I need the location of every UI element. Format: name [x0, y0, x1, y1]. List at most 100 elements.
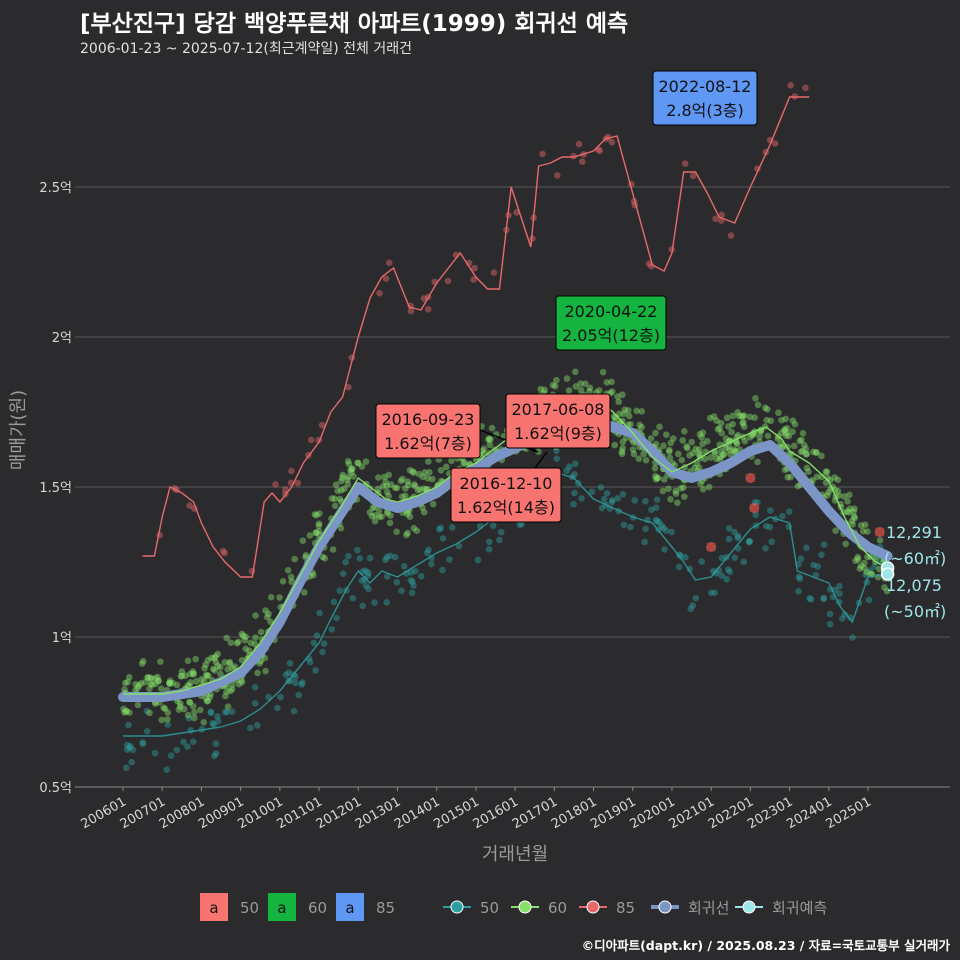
scatter-point-60 [137, 680, 145, 687]
scatter-point-60 [161, 705, 169, 713]
scatter-point-60 [845, 509, 853, 516]
scatter-point-60 [716, 455, 724, 463]
annotation-leader [534, 451, 548, 469]
scatter-point-60 [713, 455, 720, 463]
scatter-point-60 [460, 460, 467, 467]
scatter-point-60 [716, 425, 723, 432]
scatter-point-60 [263, 613, 271, 621]
scatter-point-50 [306, 658, 314, 666]
scatter-point-50 [677, 552, 684, 560]
scatter-point-60 [203, 697, 211, 705]
scatter-point-60 [247, 639, 255, 647]
scatter-point-60 [429, 475, 436, 483]
chart-title: [부산진구] 당감 백양푸른채 아파트(1999) 회귀선 예측 [80, 11, 629, 37]
scatter-point-50 [806, 594, 813, 602]
scatter-point-50 [826, 620, 834, 628]
scatter-point-50 [223, 708, 231, 716]
scatter-point-60 [835, 492, 843, 499]
scatter-point-60 [164, 709, 172, 716]
outlier-cross [745, 473, 755, 483]
scatter-point-60 [341, 485, 348, 492]
scatter-point-60 [642, 456, 650, 464]
scatter-point-60 [824, 491, 831, 499]
legend-key-glyph: a [277, 899, 286, 917]
scatter-point-60 [850, 513, 858, 520]
scatter-point-60 [124, 678, 132, 686]
scatter-point-60 [851, 514, 859, 522]
scatter-point-50 [212, 740, 220, 747]
scatter-point-60 [302, 552, 310, 559]
scatter-point-60 [666, 454, 674, 461]
scatter-point-60 [688, 438, 695, 446]
scatter-point-50 [210, 721, 218, 728]
scatter-point-50 [212, 750, 220, 757]
annotation-box [555, 295, 667, 351]
scatter-point-60 [652, 472, 659, 480]
scatter-point-50 [740, 558, 748, 566]
annotation-price: 1.62억(9층) [514, 424, 602, 443]
scatter-point-60 [371, 517, 379, 525]
scatter-point-60 [203, 672, 211, 680]
scatter-point-60 [217, 664, 224, 671]
scatter-point-60 [242, 645, 249, 653]
scatter-point-60 [713, 417, 720, 425]
scatter-point-50 [211, 752, 218, 760]
scatter-point-50 [871, 563, 878, 570]
scatter-point-60 [678, 456, 686, 464]
scatter-point-60 [699, 440, 706, 448]
scatter-point-50 [209, 720, 217, 727]
scatter-point-60 [824, 474, 831, 482]
legend-key-box [336, 893, 364, 921]
scatter-point-60 [257, 628, 265, 636]
scatter-point-60 [799, 429, 807, 437]
scatter-point-60 [429, 500, 437, 508]
scatter-point-50 [652, 516, 660, 524]
scatter-point-50 [641, 538, 648, 546]
scatter-point-60 [379, 483, 387, 490]
annotation-date: 2016-09-23 [382, 410, 475, 429]
outlier-cross [749, 503, 759, 513]
scatter-point-60 [398, 493, 406, 501]
scatter-point-60 [692, 445, 699, 453]
scatter-point-60 [608, 388, 616, 395]
scatter-point-50 [648, 506, 655, 513]
prediction-value: 12,291 [886, 523, 942, 542]
scatter-point-60 [138, 660, 146, 667]
scatter-point-60 [652, 429, 659, 437]
legend-layer: a 50 a 60 a 85 50 60 85 회귀선 회귀예측 [200, 893, 827, 921]
scatter-point-50 [398, 587, 405, 594]
scatter-point-60 [825, 488, 832, 496]
scatter-point-60 [380, 473, 388, 481]
scatter-point-60 [410, 469, 417, 476]
scatter-point-50 [342, 558, 349, 566]
scatter-point-60 [222, 692, 229, 700]
scatter-point-60 [681, 428, 688, 435]
scatter-point-50 [516, 521, 523, 528]
scatter-point-60 [843, 508, 851, 515]
scatter-point-60 [448, 457, 455, 465]
scatter-point-50 [391, 553, 399, 561]
scatter-point-60 [778, 416, 785, 424]
scatter-point-50 [364, 572, 372, 579]
scatter-point-60 [653, 474, 661, 482]
scatter-point-60 [652, 440, 660, 448]
scatter-point-60 [337, 524, 345, 532]
scatter-point-50 [812, 571, 820, 579]
scatter-point-60 [312, 529, 320, 537]
scatter-point-50 [619, 490, 627, 498]
scatter-point-60 [287, 573, 295, 581]
scatter-point-50 [336, 587, 344, 594]
scatter-point-85 [382, 275, 390, 282]
scatter-point-60 [717, 453, 724, 461]
scatter-point-50 [571, 471, 578, 478]
scatter-point-50 [731, 554, 738, 561]
scatter-point-50 [286, 659, 294, 667]
scatter-point-60 [812, 448, 820, 456]
scatter-point-60 [696, 430, 704, 438]
scatter-point-60 [350, 473, 357, 480]
legend-key-box [200, 893, 228, 921]
scatter-point-50 [712, 569, 720, 577]
scatter-point-60 [488, 424, 496, 432]
scatter-point-50 [766, 507, 774, 514]
scatter-point-50 [423, 549, 431, 557]
